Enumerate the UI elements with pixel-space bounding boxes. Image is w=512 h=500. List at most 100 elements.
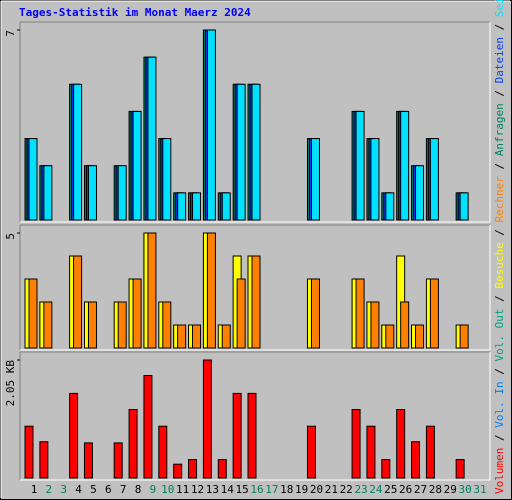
y-tick-label: 5 xyxy=(4,233,17,240)
bar xyxy=(251,83,261,221)
legend-entry: Dateien xyxy=(493,37,506,83)
bar xyxy=(43,301,53,349)
bar xyxy=(147,232,157,349)
x-tick-label: 31 xyxy=(473,483,486,496)
y-tick-label: 2.05 KB xyxy=(4,360,17,407)
bar xyxy=(188,459,198,479)
bar xyxy=(396,409,406,479)
bar xyxy=(117,165,127,221)
x-tick-label: 25 xyxy=(384,483,397,496)
bar xyxy=(69,392,79,479)
bar xyxy=(400,301,410,349)
bar xyxy=(351,409,361,479)
bar xyxy=(147,56,157,221)
bar xyxy=(173,463,183,479)
chart-title: Tages-Statistik im Monat Maerz 2024 xyxy=(19,6,251,19)
bar xyxy=(39,441,49,479)
bar xyxy=(236,83,246,221)
x-tick-label: 9 xyxy=(150,483,157,496)
bar xyxy=(400,110,410,221)
x-tick-label: 2 xyxy=(46,483,53,496)
bar xyxy=(24,425,34,479)
bar xyxy=(306,425,316,479)
legend-separator: / xyxy=(493,362,506,382)
bar xyxy=(310,278,320,349)
bar xyxy=(217,459,227,479)
x-tick-label: 13 xyxy=(206,483,219,496)
x-tick-label: 4 xyxy=(75,483,82,496)
x-tick-label: 23 xyxy=(354,483,367,496)
x-tick-label: 21 xyxy=(325,483,338,496)
bar xyxy=(415,165,425,221)
x-tick-label: 7 xyxy=(120,483,127,496)
bar xyxy=(128,409,138,479)
legend-separator: / xyxy=(493,83,506,103)
x-tick-label: 17 xyxy=(265,483,278,496)
bar xyxy=(132,110,142,221)
bar xyxy=(87,301,97,349)
bar xyxy=(192,192,202,221)
bar xyxy=(221,192,231,221)
bar xyxy=(192,324,202,349)
y-tick-label: 7 xyxy=(4,30,17,37)
bar xyxy=(247,392,257,479)
bar xyxy=(385,324,395,349)
bar xyxy=(43,165,53,221)
bar xyxy=(366,425,376,479)
bar xyxy=(236,278,246,349)
x-tick-label: 16 xyxy=(250,483,263,496)
legend-separator: / xyxy=(493,222,506,242)
legend-entry: Seiten xyxy=(493,0,506,17)
legend-entry: Rechner xyxy=(493,176,506,223)
legend-entry: Anfragen xyxy=(493,103,506,156)
x-tick-label: 18 xyxy=(280,483,293,496)
legend-entry: Volumen xyxy=(493,448,506,494)
bar xyxy=(370,301,380,349)
bar xyxy=(83,442,93,479)
x-tick-label: 12 xyxy=(191,483,204,496)
bar xyxy=(143,375,153,479)
bar xyxy=(113,442,123,479)
bar xyxy=(28,278,38,349)
x-tick-label: 15 xyxy=(236,483,249,496)
x-tick-label: 22 xyxy=(340,483,353,496)
x-tick-label: 26 xyxy=(399,483,412,496)
x-tick-label: 30 xyxy=(459,483,472,496)
bar xyxy=(455,459,465,479)
bar xyxy=(158,425,168,479)
x-tick-label: 24 xyxy=(369,483,383,496)
bar xyxy=(411,441,421,479)
bar xyxy=(459,324,469,349)
bar xyxy=(251,255,261,349)
legend-separator: / xyxy=(493,17,506,37)
x-tick-label: 29 xyxy=(444,483,457,496)
x-tick-label: 14 xyxy=(221,483,235,496)
bar xyxy=(73,255,83,349)
bar xyxy=(206,29,216,221)
bar xyxy=(117,301,127,349)
bar xyxy=(87,165,97,221)
legend: Volumen / Vol. In / Vol. Out / Besuche /… xyxy=(493,0,506,494)
legend-separator: / xyxy=(493,428,506,448)
bar xyxy=(425,425,435,479)
bar xyxy=(429,278,439,349)
bar xyxy=(459,192,469,221)
bar xyxy=(310,138,320,221)
bar xyxy=(177,324,187,349)
x-tick-label: 6 xyxy=(105,483,112,496)
x-tick-label: 20 xyxy=(310,483,323,496)
x-tick-label: 5 xyxy=(90,483,97,496)
bar xyxy=(370,138,380,221)
x-tick-label: 19 xyxy=(295,483,308,496)
legend-entry: Vol. Out xyxy=(493,309,506,362)
bar xyxy=(177,192,187,221)
x-tick-label: 8 xyxy=(135,483,142,496)
bar xyxy=(73,83,83,221)
bar xyxy=(206,232,216,349)
x-tick-label: 28 xyxy=(429,483,442,496)
x-tick-label: 11 xyxy=(176,483,189,496)
bar xyxy=(162,138,172,221)
legend-entry: Vol. In xyxy=(493,381,506,427)
bar xyxy=(385,192,395,221)
